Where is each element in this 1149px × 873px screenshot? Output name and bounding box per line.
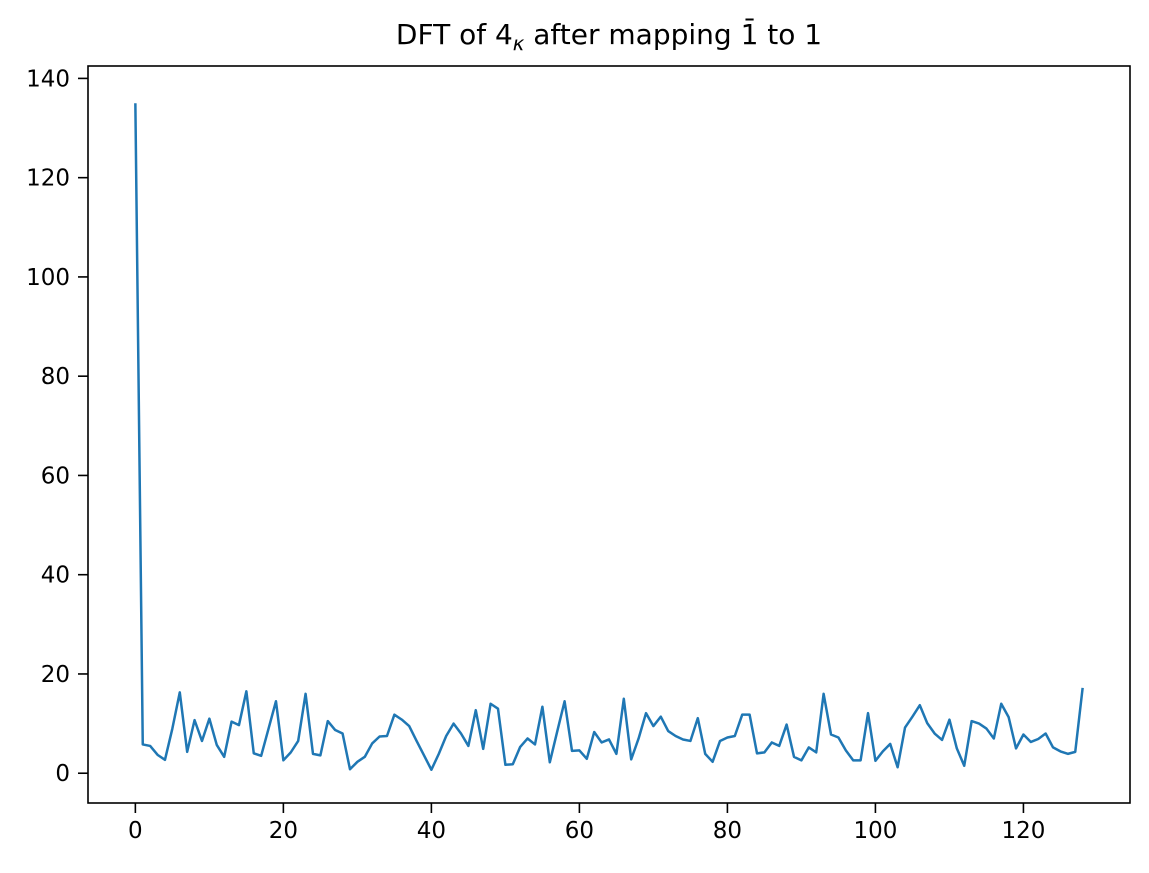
y-axis-tick-label: 100 xyxy=(26,265,70,291)
x-axis-tick-label: 100 xyxy=(853,818,897,844)
x-axis-tick-label: 0 xyxy=(128,818,143,844)
x-axis-tick-label: 80 xyxy=(713,818,742,844)
y-axis-tick-label: 120 xyxy=(26,166,70,192)
x-axis-tick-label: 40 xyxy=(417,818,446,844)
y-axis-tick-label: 60 xyxy=(41,463,70,489)
x-axis-tick-label: 20 xyxy=(269,818,298,844)
dft-series-line xyxy=(134,103,1084,771)
y-axis-tick-label: 80 xyxy=(41,364,70,390)
plot-border xyxy=(87,65,1131,804)
chart-title: DFT of 4κ after mapping 1̄ to 1 xyxy=(396,17,822,55)
y-axis-tick-label: 140 xyxy=(26,66,70,92)
y-axis-tick-label: 0 xyxy=(55,761,70,787)
x-axis-tick-label: 120 xyxy=(1001,818,1045,844)
y-axis-tick-label: 40 xyxy=(41,563,70,589)
x-axis-tick-label: 60 xyxy=(565,818,594,844)
y-axis-tick-label: 20 xyxy=(41,662,70,688)
